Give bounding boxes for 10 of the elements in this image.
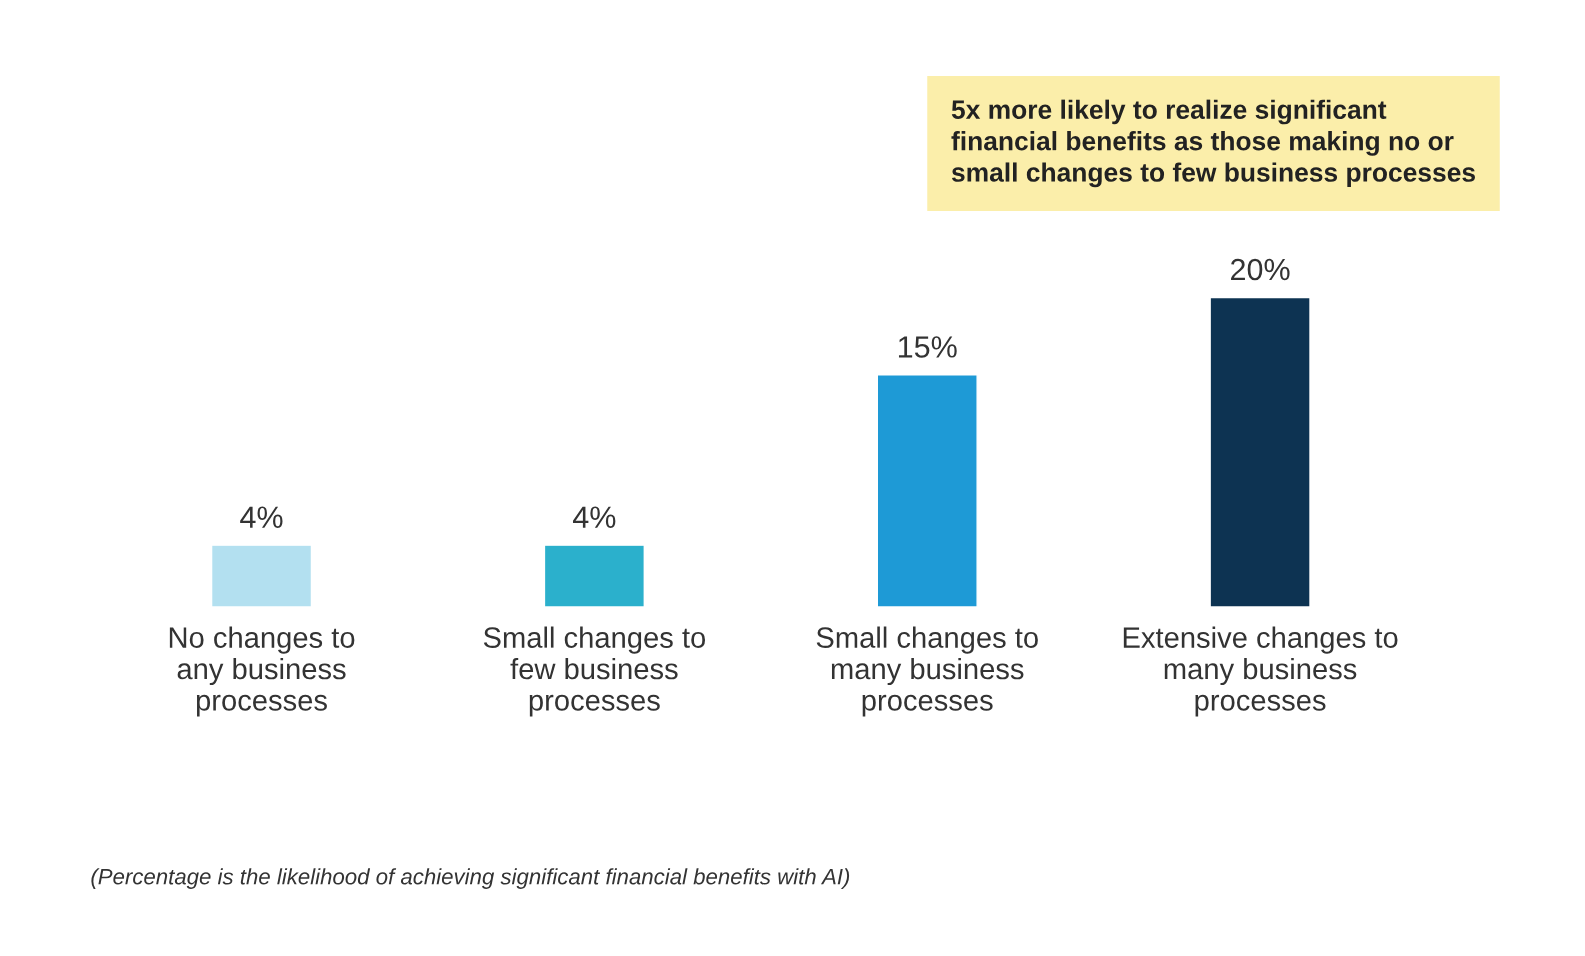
x-tick-label: Small changes to few business processes xyxy=(483,626,706,717)
text: 5x more likely to realize significant financial benefits as those making no or small changes to few business processes xyxy=(951,99,1475,188)
data-label: 20% xyxy=(1231,258,1290,281)
x-tick-label: Small changes to many business processes xyxy=(816,626,1038,717)
data-label: 15% xyxy=(898,336,957,358)
x-tick-label: No changes to any business processes xyxy=(169,626,355,717)
x-tick-label: Extensive changes to many business processes xyxy=(1123,626,1398,717)
text: (Percentage is the likelihood of achieving significant financial benefits with AI) xyxy=(91,868,850,889)
data-label: 4% xyxy=(240,506,283,528)
data-label: 4% xyxy=(573,506,616,528)
